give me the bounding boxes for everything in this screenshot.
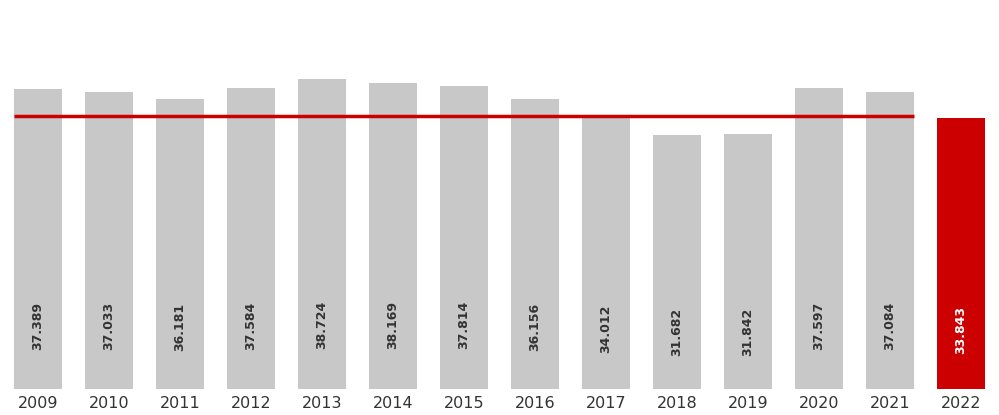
Text: 37.389: 37.389 bbox=[32, 302, 45, 350]
Text: 37.084: 37.084 bbox=[883, 302, 896, 350]
Text: 36.181: 36.181 bbox=[174, 303, 187, 351]
Bar bbox=[510, 99, 559, 389]
Text: 31.682: 31.682 bbox=[670, 308, 683, 356]
Text: 38.169: 38.169 bbox=[387, 301, 400, 349]
Bar bbox=[369, 83, 418, 389]
Bar bbox=[795, 88, 843, 389]
Bar bbox=[298, 78, 346, 389]
Bar bbox=[581, 116, 630, 389]
Text: 37.033: 37.033 bbox=[103, 302, 116, 350]
Text: 37.597: 37.597 bbox=[812, 301, 825, 350]
Text: 37.814: 37.814 bbox=[458, 301, 471, 349]
Text: 33.843: 33.843 bbox=[954, 305, 967, 354]
Text: 38.724: 38.724 bbox=[316, 300, 329, 349]
Bar bbox=[156, 99, 204, 389]
Text: 31.842: 31.842 bbox=[741, 308, 754, 356]
Bar bbox=[440, 86, 489, 389]
Text: 37.584: 37.584 bbox=[245, 301, 258, 350]
Text: 34.012: 34.012 bbox=[599, 305, 612, 354]
Text: 36.156: 36.156 bbox=[528, 303, 541, 351]
Bar bbox=[653, 135, 701, 389]
Bar bbox=[866, 92, 914, 389]
Bar bbox=[14, 89, 62, 389]
Bar bbox=[85, 92, 133, 389]
Bar bbox=[227, 88, 275, 389]
Bar bbox=[937, 117, 985, 389]
Bar bbox=[724, 134, 772, 389]
